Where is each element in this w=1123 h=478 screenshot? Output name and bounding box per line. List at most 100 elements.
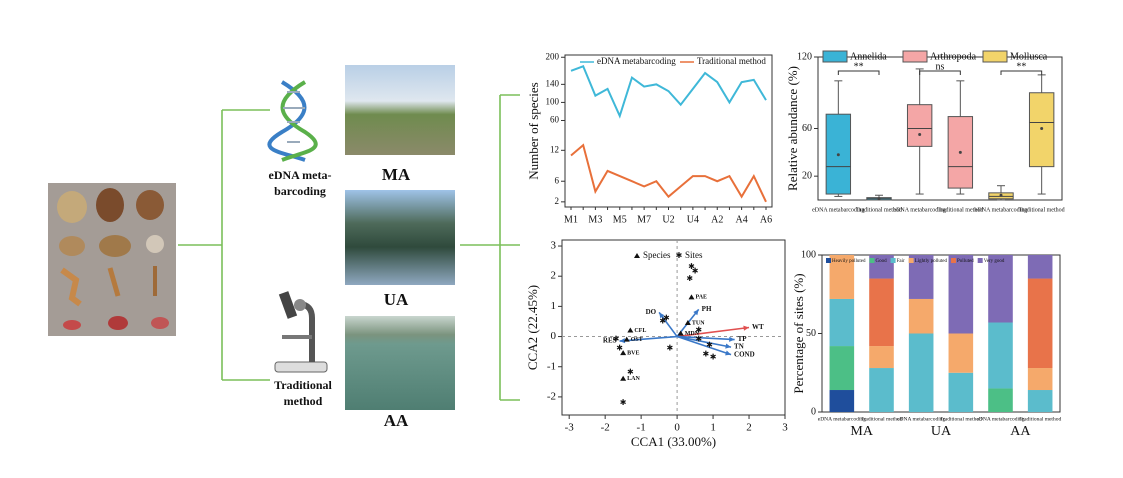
legend-label: Mollusca [1010, 51, 1048, 62]
arrow-label: TP [738, 335, 748, 343]
bar-segment [829, 390, 855, 412]
site-point: ✱ [627, 368, 634, 377]
legend-swatch [951, 258, 957, 263]
y-axis-label: CCA2 (22.45%) [525, 285, 540, 370]
legend-label: Sites [685, 250, 703, 260]
y-tick-label: 200 [546, 51, 560, 61]
significance-bracket [837, 70, 880, 75]
site-point: ✱ [688, 262, 695, 271]
significance-label: ** [854, 61, 864, 72]
legend-label: Heavily polluted [832, 259, 866, 264]
significance-label: ns [936, 61, 945, 72]
species-point [688, 294, 695, 300]
bar-segment [988, 388, 1013, 412]
site-point: ✱ [616, 343, 623, 352]
x-tick-label: -1 [637, 422, 646, 434]
legend-swatch [982, 50, 1008, 63]
x-tick-label: eDNA metabarcoding [975, 207, 1027, 213]
bar-segment [829, 298, 855, 347]
significance-bracket [1000, 70, 1043, 75]
site-point: ✱ [695, 334, 702, 343]
x-tick-label: eDNA metabarcoding [897, 416, 945, 422]
species-point [620, 375, 627, 381]
y-tick-label: 20 [802, 170, 812, 181]
arrow-label: TN [734, 343, 744, 351]
species-point [623, 336, 630, 342]
site-point: ✱ [692, 267, 699, 276]
bar-segment [948, 333, 974, 373]
group-label: UA [931, 424, 952, 439]
site-label: AA [384, 411, 409, 430]
legend-swatch [634, 253, 640, 258]
site-label: UA [384, 290, 409, 309]
legend-swatch [908, 258, 914, 263]
x-tick-label: M5 [613, 214, 627, 225]
point-label: LAN [627, 376, 640, 382]
x-tick-label: U4 [687, 214, 699, 225]
species-point [627, 327, 634, 333]
connector [178, 94, 520, 401]
point-label: CFL [634, 328, 646, 334]
mean [877, 197, 881, 201]
y-tick-label: 0 [551, 330, 557, 342]
env-arrow [619, 335, 678, 342]
y-tick-label: 2 [555, 196, 560, 206]
legend-label: Fair [897, 259, 905, 264]
x-tick-label: U2 [662, 214, 674, 225]
series-line [570, 143, 767, 203]
x-tick-label: A6 [760, 214, 772, 225]
x-tick-label: Traditional method [1019, 416, 1061, 422]
bar-segment [948, 372, 974, 412]
point-label: OST [631, 337, 643, 343]
y-tick-label: 2 [551, 270, 557, 282]
x-tick-label: Traditional method [1019, 207, 1065, 213]
point-label: PAE [695, 295, 707, 301]
species-point [620, 350, 627, 356]
arrow-head [659, 312, 665, 319]
mean [836, 153, 840, 157]
specimen-photo [48, 183, 176, 336]
x-tick-label: A2 [711, 214, 723, 225]
x-tick-label: eDNA metabarcoding [976, 416, 1024, 422]
bar-segment [869, 368, 894, 412]
arrow-head [743, 325, 750, 331]
y-tick-label: 0 [811, 406, 816, 417]
legend-label: Very good [984, 259, 1005, 264]
site-point: ✱ [710, 353, 717, 362]
arrow-label: PH [702, 305, 712, 313]
bar-segment [988, 322, 1013, 389]
y-tick-label: 6 [555, 175, 560, 185]
edna-label: eDNA meta- [269, 168, 332, 182]
site-photo [345, 316, 455, 410]
y-axis-label: Number of species [526, 82, 541, 179]
arrow-head [693, 309, 699, 316]
y-tick-label: 100 [801, 249, 816, 260]
legend-swatch [890, 258, 896, 263]
significance-bracket [919, 70, 961, 75]
site-point: ✱ [667, 343, 674, 352]
point-label: MDN [685, 331, 700, 337]
plot-frame [821, 254, 1061, 413]
bar-segment [1027, 368, 1053, 391]
plot-frame [561, 239, 786, 416]
bar-segment [908, 333, 934, 412]
mean [918, 132, 922, 136]
arrow-head [729, 336, 735, 342]
x-tick-label: eDNA metabarcoding [893, 207, 945, 213]
site-point: ✱ [663, 313, 670, 322]
arrow-head [619, 338, 626, 344]
x-axis-label: CCA1 (33.00%) [631, 434, 716, 449]
bar-segment [1027, 278, 1053, 369]
site-point: ✱ [620, 398, 627, 407]
bar-segment [1027, 390, 1053, 412]
x-tick-label: M1 [564, 214, 578, 225]
bar-segment [988, 255, 1013, 323]
legend-swatch [977, 258, 983, 263]
y-tick-label: 1 [551, 300, 557, 312]
x-tick-label: 0 [674, 422, 680, 434]
site-label: MA [382, 165, 411, 184]
x-tick-label: Traditional method [937, 207, 983, 213]
y-tick-label: 60 [550, 115, 560, 125]
bar-segment [948, 255, 974, 334]
